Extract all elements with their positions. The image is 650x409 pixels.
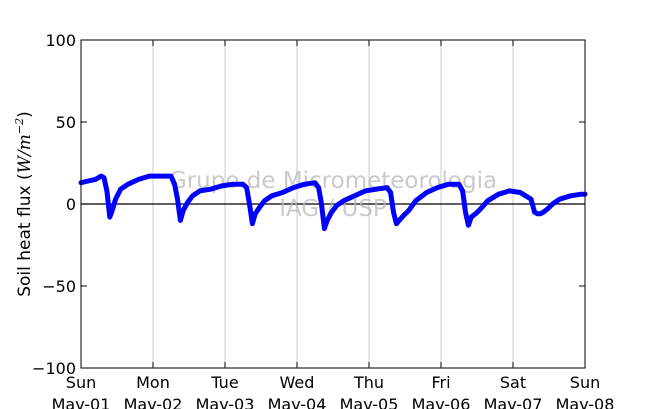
series-line xyxy=(78,173,588,232)
watermark: Grupo de Micrometeorologia IAG / USP xyxy=(169,168,497,222)
y-axis-label-text: Soil heat flux ( xyxy=(15,173,35,296)
watermark-line-1: Grupo de Micrometeorologia xyxy=(169,168,497,194)
y-tick-label: −100 xyxy=(32,359,76,378)
y-axis-label-exponent: −2 xyxy=(13,118,26,134)
x-tick-label: Mon Mav-02 xyxy=(124,373,183,409)
y-axis-ticks: 100 50 0 −50 −100 xyxy=(32,31,585,378)
y-tick-label: 50 xyxy=(56,113,76,132)
x-tick-label: Wed Mav-04 xyxy=(268,373,327,409)
y-axis-label: Soil heat flux (W/m−2) xyxy=(13,111,35,297)
x-tick-label: Thu Mav-05 xyxy=(340,373,399,409)
x-tick-label: Fri Mav-06 xyxy=(412,373,471,409)
y-tick-label: 0 xyxy=(66,195,76,214)
x-tick-label: Sun Mav-08 xyxy=(556,373,615,409)
x-axis-ticks: Sun Mav-01 Mon Mav-02 Tue Mav-03 Wed Mav-04 Thu M… xyxy=(52,40,615,409)
y-axis-label-unit: W/m xyxy=(15,134,35,173)
x-tick-label: Tue Mav-03 xyxy=(196,373,255,409)
y-tick-label: −50 xyxy=(42,277,76,296)
x-tick-label: Sat Mav-07 xyxy=(484,373,543,409)
y-tick-label: 100 xyxy=(45,31,76,50)
x-tick-label: Sun Mav-01 xyxy=(52,373,111,409)
series-layer xyxy=(78,173,588,232)
y-axis-label-close: ) xyxy=(15,111,35,118)
